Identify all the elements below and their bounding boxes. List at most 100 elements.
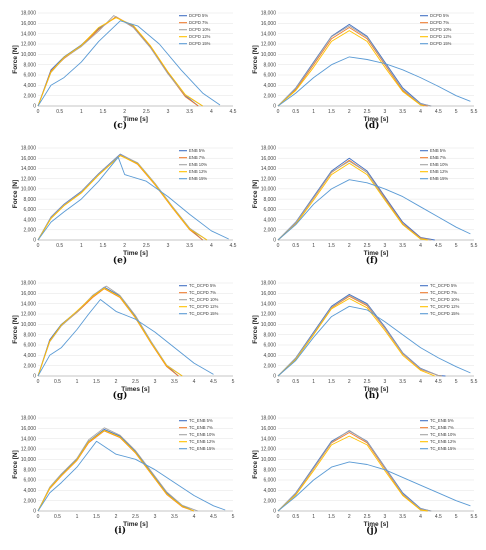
x-tick-label: 1.5 — [328, 243, 335, 249]
x-tick-label: 5 — [232, 379, 235, 385]
series-line-2 — [37, 154, 208, 241]
x-tick-label: 5 — [455, 109, 458, 115]
x-tick-label: 0 — [277, 379, 280, 385]
x-tick-label: 1 — [76, 514, 79, 520]
legend-entry: ENB 7% — [189, 155, 205, 160]
y-tick-label: 6,000 — [23, 343, 36, 349]
legend-entry: ENB 10% — [430, 162, 448, 167]
x-tick-label: 3.5 — [399, 379, 406, 385]
legend-entry: DCPD 5% — [189, 13, 208, 18]
legend-entry: TC_DCPD 15% — [189, 311, 219, 316]
x-tick-label: 4 — [419, 243, 422, 249]
x-axis-title: Time [s] — [364, 521, 389, 528]
series-line-1 — [37, 430, 195, 512]
series-line-3 — [37, 155, 208, 241]
x-tick-label: 4.5 — [435, 243, 442, 249]
x-tick-label: 1 — [312, 379, 315, 385]
legend-entry: TC_DCPD 5% — [189, 283, 216, 288]
y-axis-title: Force [N] — [252, 180, 259, 209]
x-tick-label: 4.5 — [435, 514, 442, 520]
chart-panel-5: 0 2,000 4,000 6,000 8,000 10,000 12,000 14,000 1… — [252, 281, 478, 401]
x-tick-label: 1.5 — [93, 379, 100, 385]
series-line-0 — [37, 286, 179, 377]
x-tick-label: 0.5 — [56, 109, 63, 115]
series-line-4 — [37, 20, 221, 107]
x-tick-label: 2.5 — [364, 379, 371, 385]
x-tick-label: 0 — [37, 243, 40, 249]
series-line-3 — [37, 17, 203, 107]
x-tick-label: 2 — [115, 514, 118, 520]
series-line-1 — [277, 432, 428, 512]
y-tick-label: 6,000 — [263, 478, 276, 484]
chart-panel-7: 0 2,000 4,000 6,000 8,000 10,000 12,000 14,000 1… — [252, 416, 478, 536]
x-tick-label: 4.5 — [230, 109, 237, 115]
x-tick-label: 1 — [76, 379, 79, 385]
legend-entry: TC_DCPD 5% — [430, 283, 457, 288]
legend-entry: DCPD 10% — [430, 27, 452, 32]
y-tick-label: 18,000 — [21, 146, 37, 152]
legend-entry: ENB 10% — [189, 162, 207, 167]
y-tick-label: 14,000 — [21, 436, 37, 442]
y-tick-label: 18,000 — [261, 11, 277, 17]
y-tick-label: 10,000 — [21, 457, 37, 463]
x-tick-label: 3.5 — [171, 514, 178, 520]
x-tick-label: 4 — [210, 109, 213, 115]
y-tick-label: 2,000 — [263, 498, 276, 504]
series-line-2 — [277, 25, 432, 107]
y-tick-label: 12,000 — [21, 447, 37, 453]
x-tick-label: 1.5 — [328, 514, 335, 520]
x-tick-label: 0 — [277, 243, 280, 249]
legend-entry: TC_ENB 10% — [430, 432, 456, 437]
y-tick-label: 0 — [33, 374, 36, 380]
y-tick-label: 10,000 — [21, 52, 37, 58]
legend-entry: TC_ENB 12% — [189, 439, 215, 444]
legend-entry: TC_ENB 7% — [430, 425, 454, 430]
x-tick-label: 0 — [37, 109, 40, 115]
series-line-0 — [37, 153, 203, 241]
y-tick-label: 14,000 — [21, 166, 37, 172]
y-tick-label: 8,000 — [263, 62, 276, 68]
x-tick-label: 5 — [232, 514, 235, 520]
x-tick-label: 5 — [455, 514, 458, 520]
x-tick-label: 1 — [312, 109, 315, 115]
legend-entry: TC_ENB 10% — [189, 432, 215, 437]
y-tick-label: 14,000 — [261, 31, 277, 37]
y-axis-title: Force [N] — [252, 45, 259, 74]
y-tick-label: 18,000 — [261, 281, 277, 287]
y-tick-label: 16,000 — [261, 21, 277, 27]
y-tick-label: 2,000 — [23, 227, 36, 233]
y-tick-label: 18,000 — [261, 146, 277, 152]
x-tick-label: 1.5 — [328, 379, 335, 385]
y-tick-label: 0 — [273, 238, 276, 244]
series-line-1 — [277, 27, 428, 107]
panel-label: (c) — [113, 120, 127, 131]
chart-panel-4: 0 2,000 4,000 6,000 8,000 10,000 12,000 14,000 1… — [12, 281, 235, 401]
series-line-4 — [277, 305, 471, 377]
panel-label: (j) — [366, 525, 378, 536]
x-tick-label: 2 — [348, 243, 351, 249]
y-tick-label: 10,000 — [261, 322, 277, 328]
x-tick-label: 2 — [123, 243, 126, 249]
legend-entry: TC_DCPD 15% — [430, 311, 460, 316]
y-tick-label: 12,000 — [261, 42, 277, 48]
x-tick-label: 1 — [312, 243, 315, 249]
x-tick-label: 4 — [210, 243, 213, 249]
y-axis-title: Force [N] — [12, 450, 19, 479]
y-tick-label: 14,000 — [21, 31, 37, 37]
x-tick-label: 4 — [419, 109, 422, 115]
x-tick-label: 5.5 — [471, 109, 478, 115]
series-line-4 — [277, 461, 471, 512]
legend-entry: TC_ENB 12% — [430, 439, 456, 444]
y-tick-label: 12,000 — [261, 312, 277, 318]
legend-entry: TC_DCPD 7% — [189, 290, 216, 295]
legend-entry: DCPD 7% — [189, 20, 208, 25]
legend-entry: TC_DCPD 12% — [189, 304, 219, 309]
x-tick-label: 4 — [193, 379, 196, 385]
legend-entry: DCPD 7% — [430, 20, 449, 25]
y-tick-label: 10,000 — [261, 187, 277, 193]
y-tick-label: 6,000 — [23, 73, 36, 79]
y-tick-label: 18,000 — [261, 416, 277, 422]
legend-entry: DCPD 15% — [189, 41, 211, 46]
series-line-3 — [277, 435, 428, 512]
chart-panel-6: 0 2,000 4,000 6,000 8,000 10,000 12,000 14,000 1… — [12, 416, 235, 536]
